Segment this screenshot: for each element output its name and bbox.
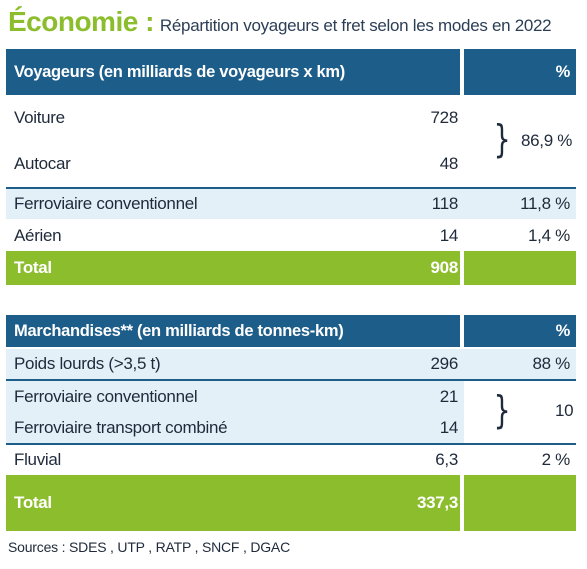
row-value: 6,3 — [435, 450, 458, 469]
row-label: Autocar — [14, 154, 71, 173]
row-label: Voiture — [14, 108, 65, 127]
row-value: 296 — [430, 354, 459, 373]
row-value: 728 — [430, 108, 459, 127]
row-pct: 11,8 % — [520, 194, 570, 213]
row-label: Ferroviaire transport combiné — [14, 417, 228, 437]
total-value: 337,3 — [416, 493, 458, 512]
table-row: Autocar 48 — [6, 141, 576, 187]
voyageurs-table: Voyageurs (en milliards de voyageurs x k… — [6, 49, 576, 285]
table-row: Fluvial 6,3 2 % — [6, 445, 576, 475]
grouped-pct: 86,9 % — [521, 131, 573, 150]
total-label: Total — [14, 493, 52, 512]
page-title: Économie : Répartition voyageurs et fret… — [8, 6, 552, 46]
table-row: Poids lourds (>3,5 t) 296 88 % — [6, 349, 576, 379]
row-value: 21 — [439, 386, 459, 406]
row-pct: 2 % — [541, 450, 571, 469]
marchandises-table: Marchandises** (en milliards de tonnes-k… — [6, 315, 576, 531]
marchandises-total-row: Total 337,3 — [6, 475, 576, 531]
table-row: Ferroviaire conventionnel 21 — [6, 381, 576, 412]
grouped-pct: 10 — [555, 401, 574, 420]
total-label: Total — [14, 258, 52, 277]
brace-icon: } — [493, 388, 511, 432]
row-value: 48 — [439, 154, 459, 173]
title-subtitle: Répartition voyageurs et fret selon les … — [159, 16, 552, 35]
row-pct: 88 % — [532, 354, 570, 373]
marchandises-header-pct: % — [555, 321, 571, 340]
table-row: Voiture 728 — [6, 95, 576, 141]
marchandises-header: Marchandises** (en milliards de tonnes-k… — [6, 315, 576, 347]
voyageurs-total-row: Total 908 — [6, 251, 576, 285]
row-label: Poids lourds (>3,5 t) — [14, 354, 161, 373]
marchandises-header-label: Marchandises** (en milliards de tonnes-k… — [14, 321, 344, 340]
table-row: Ferroviaire conventionnel 118 11,8 % — [6, 189, 576, 219]
row-label: Ferroviaire conventionnel — [14, 194, 198, 213]
brace-icon: } — [493, 117, 511, 161]
row-pct: 1,4 % — [528, 226, 570, 245]
total-value: 908 — [430, 258, 459, 277]
row-label: Aérien — [14, 226, 62, 245]
table-row: Ferroviaire transport combiné 14 — [6, 412, 576, 443]
row-value: 14 — [439, 226, 459, 245]
sources-note: Sources : SDES , UTP , RATP , SNCF , DGA… — [8, 539, 290, 555]
row-label: Fluvial — [14, 450, 62, 469]
voyageurs-header: Voyageurs (en milliards de voyageurs x k… — [6, 49, 576, 95]
table-row: Aérien 14 1,4 % — [6, 221, 576, 251]
voyageurs-header-label: Voyageurs (en milliards de voyageurs x k… — [14, 62, 345, 81]
row-value: 14 — [439, 417, 459, 437]
title-main: Économie : — [8, 6, 154, 37]
row-label: Ferroviaire conventionnel — [14, 386, 198, 406]
row-value: 118 — [431, 194, 459, 213]
voyageurs-header-pct: % — [555, 62, 571, 81]
